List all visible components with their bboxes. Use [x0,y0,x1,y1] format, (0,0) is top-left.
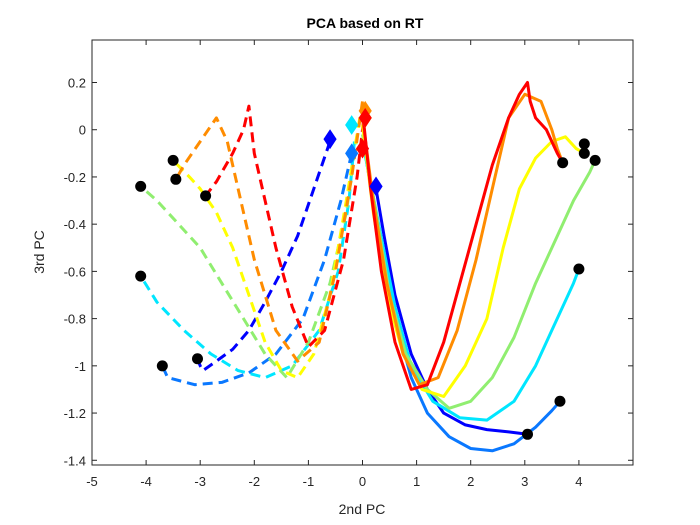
end-dot-marker [589,154,601,166]
plot-area: -5 -4 -3 -2 -1 0 1 2 3 4 0.2 0 -0.2 -0.4 -0.6 -0.8 -1 -1.… [64,39,634,489]
series-line-solid-12 [361,92,565,387]
end-dot-marker [578,147,590,159]
y-tick-label: 0 [79,123,86,138]
end-dot-marker [557,157,569,169]
series-group [139,81,597,453]
series-line-dashed-1 [160,152,354,387]
end-dot-marker [573,263,585,275]
end-dot-marker [135,180,147,192]
y-tick-label: -1.2 [64,406,86,421]
end-dot-marker [156,360,168,372]
y-tick-label: -1.4 [64,453,86,468]
start-diamond-marker [323,129,337,150]
x-tick-label: -5 [86,474,98,489]
x-tick-label: -2 [249,474,261,489]
end-dot-marker [578,138,590,150]
start-diamond-marker [369,176,383,197]
end-dot-marker [135,270,147,282]
markers-group [135,100,601,440]
x-tick-label: -4 [140,474,152,489]
x-tick-label: 4 [575,474,582,489]
x-tick-label: -3 [194,474,206,489]
y-tick-label: -0.6 [64,264,86,279]
series-line-solid-13 [361,81,565,391]
end-dot-marker [170,173,182,185]
series-line-dashed-0 [196,141,332,373]
y-tick-label: -0.4 [64,217,86,232]
end-dot-marker [167,154,179,166]
series-line-dashed-3 [139,134,359,380]
x-tick-label: 0 [359,474,366,489]
chart-title: PCA based on RT [307,15,424,31]
y-axis-label: 3rd PC [31,230,47,274]
end-dot-marker [554,395,566,407]
series-line-dashed-5 [174,101,364,363]
x-tick-label: 2 [467,474,474,489]
series-line-dashed-6 [204,104,367,349]
start-diamond-marker [345,115,359,135]
x-tick-label: 1 [413,474,420,489]
y-tick-label: -0.2 [64,170,86,185]
start-diamond-marker [355,138,370,159]
end-dot-marker [191,353,203,365]
axis-ticks: -5 -4 -3 -2 -1 0 1 2 3 4 0.2 0 -0.2 -0.4 -0.6 -0.8 -1 -1.… [64,40,633,489]
series-line-solid-11 [361,124,586,398]
series-line-solid-9 [361,141,581,422]
x-tick-label: -1 [303,474,315,489]
start-diamond-marker [358,108,372,128]
end-dot-marker [522,428,534,440]
y-tick-label: -0.8 [64,312,86,327]
start-diamond-marker [345,143,359,164]
x-axis-label: 2nd PC [339,501,386,517]
y-tick-label: -1 [74,359,86,374]
y-tick-label: 0.2 [68,76,86,91]
series-line-dashed-2 [139,141,356,380]
end-dot-marker [200,190,212,202]
x-tick-label: 3 [521,474,528,489]
